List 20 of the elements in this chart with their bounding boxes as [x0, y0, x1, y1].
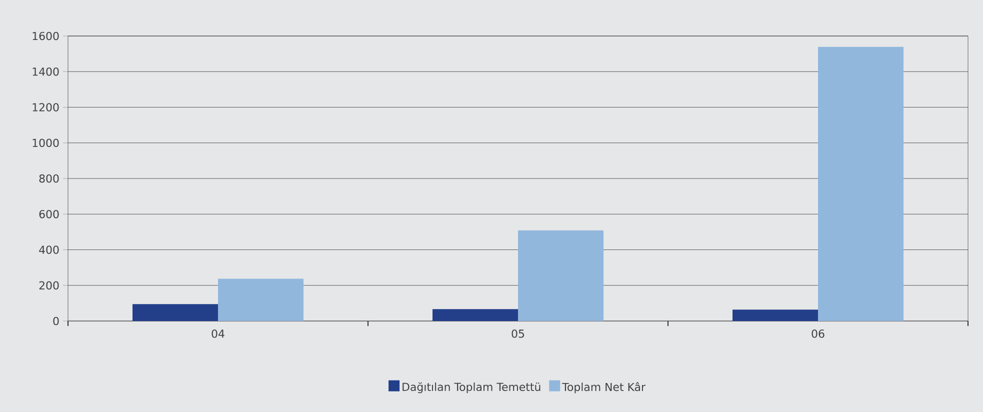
- y-tick-label: 1600: [32, 32, 59, 40]
- bar: [132, 304, 218, 321]
- legend-label: Dağıtılan Toplam Temettü: [402, 382, 540, 394]
- y-tick-label: 1000: [32, 138, 59, 148]
- bar: [518, 230, 604, 321]
- y-tick-label: 800: [39, 174, 59, 183]
- y-tick-label: 1400: [32, 67, 59, 76]
- y-tick-label: 0: [53, 316, 59, 326]
- y-tick-label: 1200: [32, 103, 59, 112]
- bar: [818, 46, 904, 321]
- x-tick-label: 06: [812, 330, 824, 338]
- bar: [732, 310, 818, 321]
- bar: [218, 278, 304, 321]
- bar: [432, 309, 518, 321]
- y-tick-label: 200: [39, 281, 59, 290]
- legend-label: Toplam Net Kâr: [562, 382, 646, 394]
- y-tick-label: 600: [39, 210, 59, 218]
- x-tick-label: 05: [512, 330, 524, 338]
- y-tick-label: 400: [39, 246, 59, 254]
- x-tick-label: 04: [212, 330, 224, 338]
